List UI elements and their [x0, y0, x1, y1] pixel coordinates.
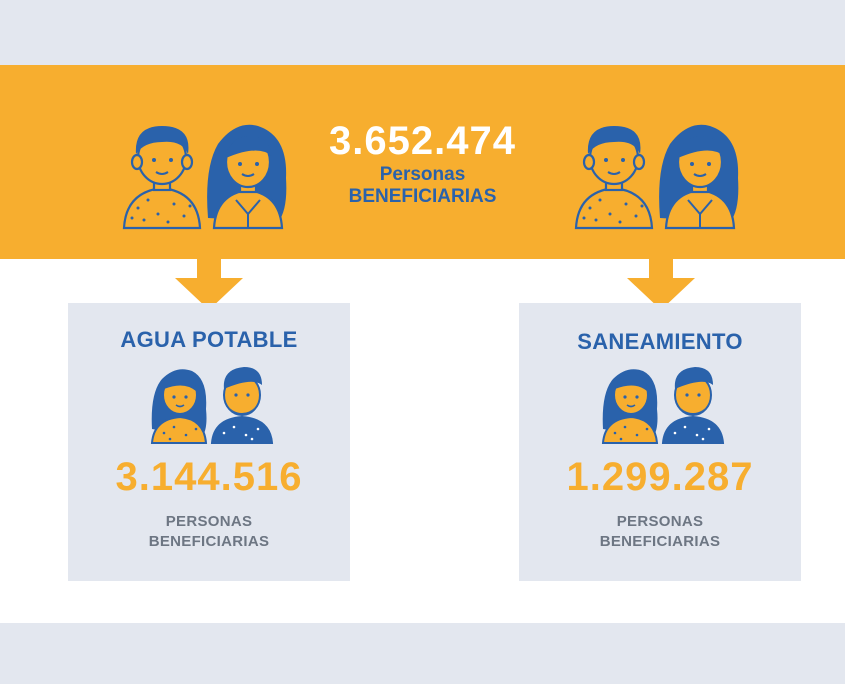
card-number: 1.299.287: [566, 455, 754, 499]
arrow-down-icon: [627, 258, 695, 310]
card-label-line2: BENEFICIARIAS: [148, 533, 270, 550]
people-icon: [574, 124, 739, 230]
summary-block: 3.652.474 Personas BENEFICIARIAS: [290, 118, 555, 208]
people-icon: [601, 367, 725, 444]
arrow-down-icon: [175, 258, 243, 310]
top-strip: [0, 0, 845, 65]
bottom-strip: [0, 623, 845, 684]
saneamiento-card: SANEAMIENTO 1.299.287 PERSONAS BENEFICIA…: [519, 303, 801, 581]
total-beneficiaries-number: 3.652.474: [329, 119, 516, 163]
total-beneficiaries-label-line2: BENEFICIARIAS: [348, 186, 497, 207]
card-label-line1: PERSONAS: [165, 513, 253, 530]
card-title: AGUA POTABLE: [120, 327, 298, 352]
card-label-line1: PERSONAS: [616, 513, 704, 530]
people-icon: [150, 367, 274, 444]
people-icon: [122, 124, 287, 230]
card-title: SANEAMIENTO: [577, 329, 743, 354]
total-beneficiaries-label-line1: Personas: [379, 164, 466, 185]
card-number: 3.144.516: [115, 455, 303, 499]
card-label-line2: BENEFICIARIAS: [599, 533, 721, 550]
agua-potable-card: AGUA POTABLE 3.144.516 PERSONAS BENEFICI…: [68, 303, 350, 581]
